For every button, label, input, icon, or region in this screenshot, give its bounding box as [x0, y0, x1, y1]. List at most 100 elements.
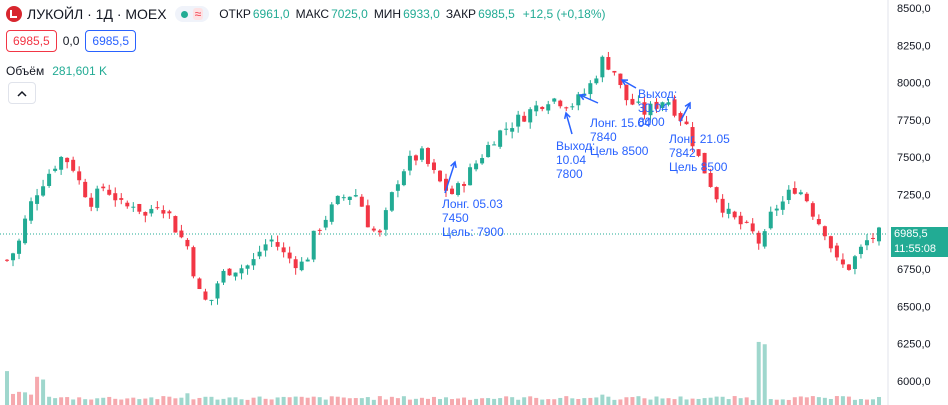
- candle: [83, 178, 88, 198]
- symbol-title[interactable]: ЛУКОЙЛ · 1Д · MOEX: [27, 6, 167, 22]
- volume-bar: [516, 399, 521, 405]
- candle: [570, 103, 575, 110]
- volume-bar: [468, 399, 473, 405]
- candle: [209, 299, 214, 306]
- candle: [137, 203, 142, 215]
- volume-bar: [648, 399, 653, 405]
- volume-bar: [173, 398, 178, 405]
- volume-bar: [684, 399, 689, 405]
- lukoil-logo-icon: [6, 6, 22, 22]
- volume-bar: [245, 399, 250, 405]
- volume-bar: [53, 398, 58, 405]
- y-tick-label: 8000,0: [897, 78, 931, 90]
- ohlc-values: ОТКР 6961,0 МАКС 7025,0 МИН 6933,0 ЗАКР …: [219, 7, 605, 21]
- volume-label: Объём: [6, 64, 45, 78]
- volume-bar: [329, 396, 334, 405]
- candle: [564, 106, 569, 112]
- volume-bar: [59, 397, 64, 405]
- candle: [678, 111, 683, 126]
- candle: [666, 98, 671, 107]
- candle: [786, 185, 791, 205]
- volume-bar: [726, 399, 731, 405]
- spread-value: 0,0: [62, 34, 80, 48]
- candle: [53, 165, 58, 173]
- candle: [329, 202, 334, 225]
- volume-bar: [71, 399, 76, 405]
- volume-bar: [822, 397, 827, 405]
- trade-row: 6985,5 0,0 6985,5: [6, 30, 137, 52]
- candle: [299, 257, 304, 272]
- volume-bar: [672, 399, 677, 405]
- volume-bar: [840, 396, 845, 405]
- volume-bar: [852, 399, 857, 405]
- volume-bar: [137, 399, 142, 405]
- volume-bar: [654, 396, 659, 405]
- candle: [456, 181, 461, 197]
- volume-bar: [750, 399, 755, 405]
- y-tick-label: 7750,0: [897, 115, 931, 127]
- volume-bar: [498, 398, 503, 405]
- volume-bar: [65, 397, 70, 405]
- candle: [149, 204, 154, 217]
- volume-bar: [437, 399, 442, 405]
- candle: [822, 225, 827, 241]
- market-status-pill[interactable]: ≈: [174, 6, 210, 22]
- candle: [768, 206, 773, 230]
- candlestick-series: [5, 51, 881, 306]
- candle: [263, 239, 268, 257]
- volume-bar: [179, 397, 184, 405]
- candle: [876, 226, 881, 246]
- volume-bar: [702, 398, 707, 405]
- candle: [161, 205, 166, 219]
- candle: [377, 229, 382, 237]
- volume-bar: [311, 396, 316, 405]
- volume-bar: [576, 399, 581, 405]
- volume-bar: [630, 397, 635, 405]
- annotation-text: Цель 8500: [669, 160, 728, 174]
- annotation-text: Лонг. 15.04: [590, 116, 651, 130]
- volume-bar: [810, 396, 815, 405]
- candle: [125, 200, 130, 209]
- low-value: 6933,0: [403, 7, 440, 21]
- buy-button[interactable]: 6985,5: [85, 30, 137, 52]
- volume-bar: [858, 399, 863, 405]
- volume-bar: [317, 397, 322, 405]
- candle: [804, 192, 809, 203]
- open-value: 6961,0: [252, 7, 290, 21]
- volume-bar: [816, 397, 821, 405]
- candle: [444, 173, 449, 197]
- annotation-text: 7842: [669, 146, 696, 160]
- candle: [810, 201, 815, 220]
- candle: [5, 259, 10, 262]
- annotation-text: 10.04: [556, 153, 586, 167]
- volume-bar: [528, 396, 533, 405]
- sell-button[interactable]: 6985,5: [6, 30, 57, 52]
- volume-bar: [383, 399, 388, 405]
- change-value: +12,5 (+0,18%): [522, 7, 606, 21]
- volume-bar: [23, 392, 28, 405]
- volume-bar: [161, 396, 166, 405]
- volume-bar: [215, 399, 220, 405]
- volume-bar: [77, 397, 82, 405]
- volume-bar: [269, 399, 274, 405]
- volume-bar: [251, 397, 256, 405]
- volume-bar: [594, 397, 599, 405]
- candle: [311, 230, 316, 263]
- candle: [510, 122, 515, 139]
- collapse-legend-button[interactable]: [8, 82, 36, 104]
- high-label: МАКС: [295, 7, 330, 21]
- candle: [534, 100, 539, 117]
- volume-bar: [678, 396, 683, 405]
- y-tick-label: 6250,0: [897, 339, 931, 351]
- last-price-time: 11:55:08: [894, 242, 937, 255]
- candle: [143, 211, 148, 223]
- volume-bar: [131, 397, 136, 405]
- volume-bar: [492, 398, 497, 405]
- price-axis[interactable]: 8500,08250,08000,07750,07500,07250,07000…: [887, 0, 931, 405]
